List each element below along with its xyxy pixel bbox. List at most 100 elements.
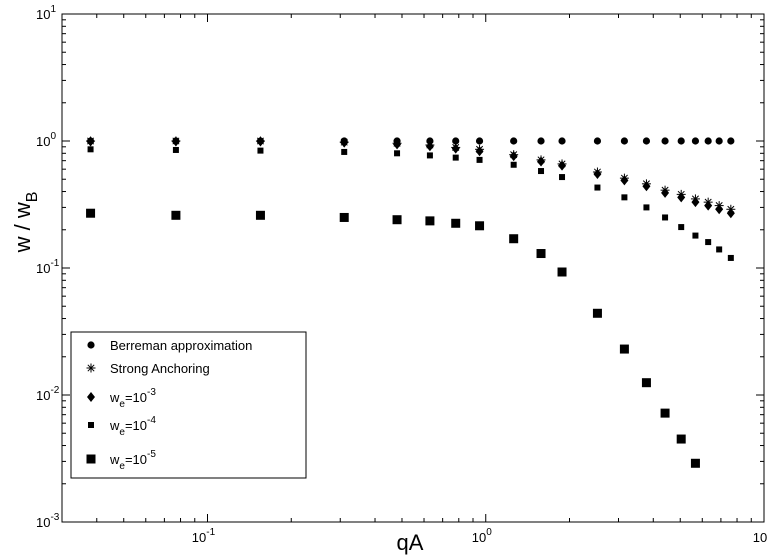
- data-point: [558, 160, 567, 171]
- legend-label-base: w: [109, 418, 120, 433]
- series-square-small: [87, 146, 734, 261]
- data-point: [451, 218, 461, 228]
- legend-marker: [87, 341, 95, 349]
- y-axis-title-subscript: B: [24, 192, 41, 203]
- data-point: [677, 137, 685, 145]
- data-point: [715, 137, 723, 145]
- legend-label-subscript: e: [119, 399, 125, 410]
- y-tick-label: 100: [36, 131, 56, 149]
- data-point: [662, 214, 669, 221]
- x-tick-label: 10-1: [192, 527, 216, 545]
- legend-label: we=10-3: [109, 387, 156, 410]
- data-point: [620, 175, 629, 186]
- legend-marker: [87, 392, 95, 402]
- legend-label-base: w: [109, 390, 120, 405]
- data-point: [257, 147, 264, 154]
- data-point: [171, 210, 181, 220]
- data-point: [475, 146, 484, 157]
- x-tick-label-base: 10: [472, 530, 486, 545]
- y-tick-label-exponent: 1: [50, 4, 56, 15]
- data-point: [643, 204, 650, 211]
- data-point: [340, 137, 349, 148]
- y-tick-label-exponent: -3: [50, 512, 59, 523]
- data-point: [621, 194, 628, 201]
- x-axis-title: qA: [397, 530, 424, 555]
- data-point: [172, 146, 179, 153]
- data-point: [537, 156, 546, 167]
- data-point: [593, 137, 602, 145]
- data-point: [641, 378, 651, 388]
- data-point: [537, 137, 545, 145]
- series-asterisk: [86, 136, 736, 214]
- legend-marker: [86, 454, 96, 464]
- data-point: [392, 215, 402, 225]
- data-point: [594, 184, 601, 191]
- data-point: [86, 208, 96, 218]
- data-point: [715, 204, 724, 215]
- data-point: [475, 137, 484, 145]
- data-point: [558, 137, 566, 145]
- data-point: [592, 308, 602, 318]
- legend-label-middle: =10: [125, 452, 147, 467]
- data-point: [661, 137, 669, 145]
- data-point: [510, 137, 518, 145]
- data-point: [678, 224, 685, 231]
- y-tick-label: 101: [36, 4, 56, 22]
- data-point: [510, 161, 517, 168]
- x-tick-label: 100: [472, 527, 492, 545]
- y-axis-title: w / wB: [10, 192, 41, 254]
- y-tick-label-base: 10: [36, 388, 50, 403]
- data-marks: [86, 136, 736, 468]
- x-tick-label: 10: [753, 530, 767, 545]
- data-point: [704, 137, 712, 145]
- legend-marker: [86, 363, 96, 373]
- y-tick-label-base: 10: [36, 515, 50, 530]
- y-tick-label-exponent: -1: [50, 258, 59, 269]
- y-tick-label: 10-2: [36, 385, 60, 403]
- series-square-large: [86, 208, 700, 468]
- legend-box: [70, 331, 307, 479]
- series-circle: [86, 137, 735, 145]
- data-point: [86, 136, 95, 147]
- legend-label-middle: =10: [125, 390, 147, 405]
- data-point: [394, 150, 401, 157]
- data-point: [727, 137, 735, 145]
- legend-label: we=10-5: [109, 449, 156, 472]
- legend-label-subscript: e: [119, 461, 125, 472]
- data-point: [620, 137, 629, 145]
- data-point: [691, 137, 700, 145]
- data-point: [692, 232, 699, 239]
- data-point: [509, 151, 518, 162]
- data-point: [476, 156, 483, 163]
- legend-label-exponent: -3: [147, 387, 156, 398]
- data-point: [452, 137, 460, 145]
- y-tick-label: 10-3: [36, 512, 60, 530]
- data-point: [677, 192, 686, 203]
- y-tick-label-base: 10: [36, 7, 50, 22]
- legend-label: Strong Anchoring: [110, 361, 210, 376]
- data-point: [538, 168, 545, 175]
- data-point: [559, 174, 566, 181]
- y-axis-title-base: w / w: [10, 202, 35, 253]
- data-point: [676, 434, 686, 444]
- data-point: [256, 136, 265, 147]
- data-point: [727, 254, 734, 261]
- legend-label: Berreman approximation: [110, 338, 252, 353]
- legend-label-base: w: [109, 452, 120, 467]
- data-point: [642, 137, 651, 145]
- data-point: [451, 143, 460, 154]
- y-tick-label-exponent: -2: [50, 385, 59, 396]
- data-point: [690, 458, 700, 468]
- legend-label-exponent: -5: [147, 449, 156, 460]
- data-point: [642, 181, 651, 192]
- data-point: [341, 148, 348, 155]
- data-point: [393, 139, 402, 150]
- data-point: [509, 234, 519, 244]
- x-tick-label-exponent: -1: [206, 527, 215, 538]
- data-point: [705, 239, 712, 246]
- data-point: [557, 267, 567, 277]
- data-point: [593, 168, 602, 179]
